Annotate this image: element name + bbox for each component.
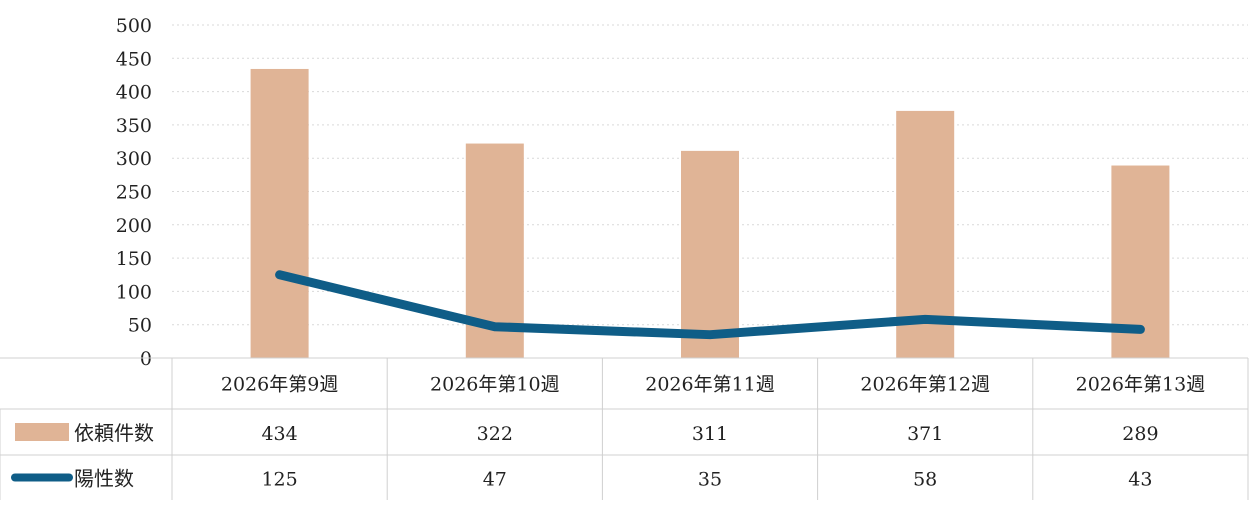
y-tick-label: 400 [116, 82, 152, 104]
legend-label-positives: 陽性数 [74, 467, 134, 491]
line-point-positives [1139, 328, 1141, 330]
table-value-positives: 47 [483, 469, 507, 491]
table-value-requests: 289 [1122, 423, 1158, 445]
y-tick-label: 150 [116, 248, 152, 270]
table-value-positives: 35 [698, 469, 722, 491]
category-label: 2026年第13週 [1076, 374, 1206, 396]
line-point-positives [709, 334, 711, 336]
y-tick-label: 0 [140, 348, 152, 370]
y-axis-ticks: 0 50 100 150 200 250 300 350 400 450 500 [116, 15, 152, 370]
category-label: 2026年第12週 [860, 374, 990, 396]
y-tick-label: 250 [116, 182, 152, 204]
y-tick-label: 100 [116, 281, 152, 303]
data-table: 2026年第9週 2026年第10週 2026年第11週 2026年第12週 2026年… [0, 357, 1249, 500]
table-value-requests: 322 [477, 423, 513, 445]
category-label: 2026年第9週 [221, 374, 338, 396]
y-tick-label: 350 [116, 115, 152, 137]
y-tick-label: 300 [116, 148, 152, 170]
y-tick-label: 450 [116, 48, 152, 70]
table-value-positives: 43 [1128, 469, 1152, 491]
line-series [275, 270, 1145, 340]
y-tick-label: 50 [128, 315, 152, 337]
category-label: 2026年第10週 [430, 374, 560, 396]
legend-label-requests: 依頼件数 [74, 421, 154, 445]
legend-key-requests [15, 423, 69, 441]
category-label: 2026年第11週 [645, 374, 775, 396]
table-value-positives: 125 [261, 469, 297, 491]
table-value-requests: 371 [907, 423, 943, 445]
bar-requests [681, 150, 739, 358]
table-value-positives: 58 [913, 469, 937, 491]
bar-series [250, 68, 1170, 359]
y-tick-label: 500 [116, 15, 152, 37]
table-value-requests: 434 [261, 423, 297, 445]
bar-requests [250, 68, 309, 359]
table-value-requests: 311 [692, 423, 728, 445]
y-tick-label: 200 [116, 215, 152, 237]
line-point-positives [494, 326, 496, 328]
line-point-positives [279, 274, 281, 276]
line-point-positives [924, 318, 926, 320]
